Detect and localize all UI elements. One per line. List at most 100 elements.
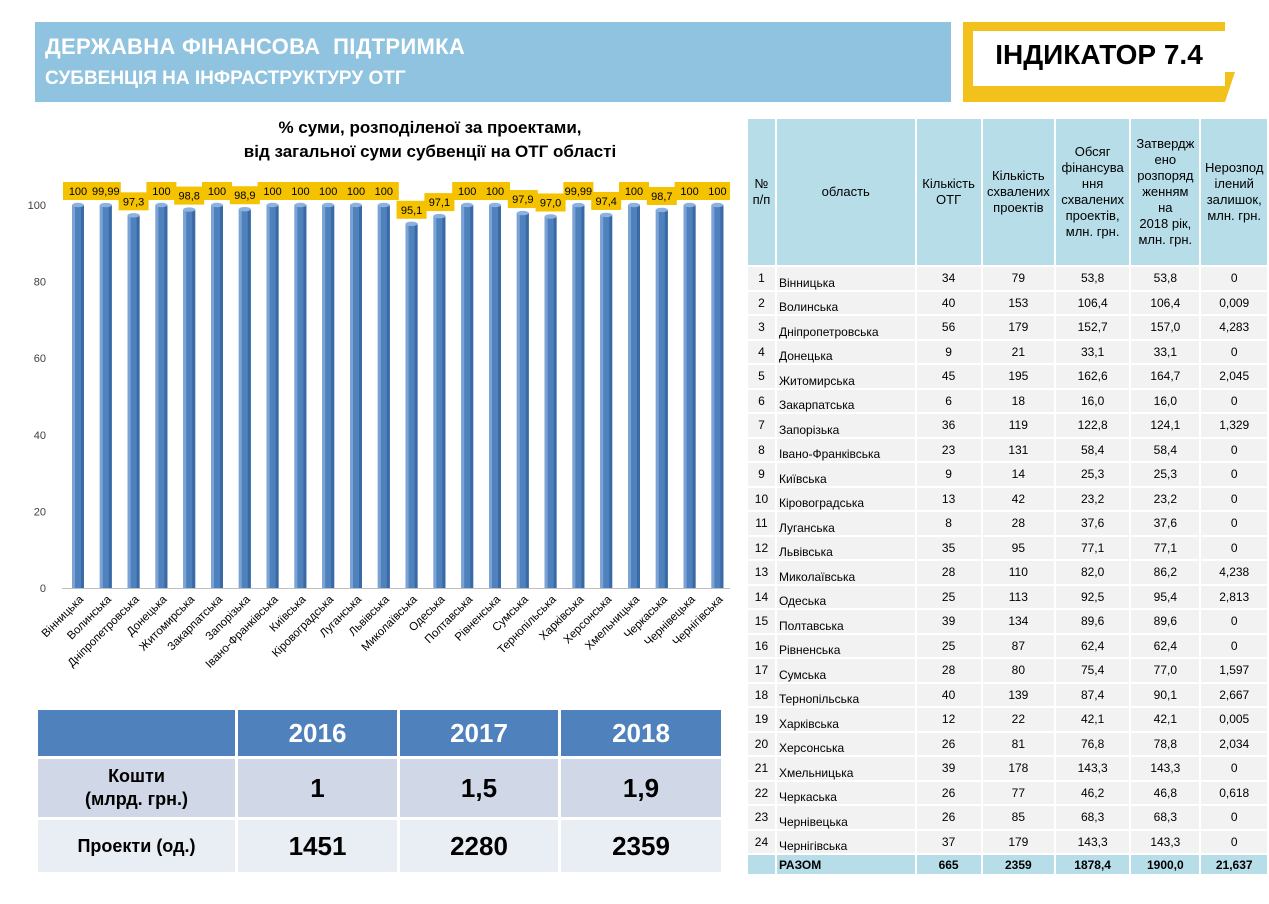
chart-title-line1: % суми, розподіленої за проектами, (278, 118, 582, 137)
indicator-frame: ІНДИКАТОР 7.4 (963, 22, 1225, 102)
cell-oblast: Чернігівська (776, 830, 915, 853)
bar-shade (553, 216, 557, 589)
cell-num: 24 (748, 830, 775, 853)
col-header-approved-line4: женням (1142, 184, 1189, 199)
cell-oblast: Кіровоградська (776, 487, 915, 510)
bar-highlight (211, 205, 214, 588)
cell-oblast: Закарпатська (776, 389, 915, 412)
bar-cap (683, 202, 696, 208)
cell-num: 9 (748, 463, 775, 486)
table-row: 13 Миколаївська 28 110 82,0 86,2 4,238 (748, 561, 1267, 584)
cell-remainder: 0 (1201, 389, 1267, 412)
cell-projects: 195 (982, 365, 1055, 388)
total-projects: 2359 (982, 855, 1055, 874)
table-row: 4 Донецька 9 21 33,1 33,1 0 (748, 340, 1267, 363)
data-label: 97,4 (595, 196, 616, 208)
col-header-num-line2: п/п (752, 192, 771, 207)
cell-remainder: 0,618 (1201, 781, 1267, 804)
bar-chart: 020406080100100Вінницька99,99Волинська97… (28, 182, 730, 671)
bar-cap (628, 202, 640, 208)
col-header-funding-line1: Обсяг (1074, 144, 1111, 159)
cell-oblast: Волинська (776, 291, 915, 314)
col-header-projects-line1: Кількість (992, 168, 1045, 183)
cell-projects: 22 (982, 708, 1055, 731)
cell-projects: 178 (982, 757, 1055, 780)
bar-shade (692, 205, 696, 588)
bar-shade (470, 205, 474, 588)
col-header-otg-line1: Кількість (922, 176, 975, 191)
data-label: 100 (263, 186, 281, 198)
y-tick-label: 0 (40, 583, 46, 595)
indicator-label: ІНДИКАТОР 7.4 (995, 39, 1203, 70)
cell-remainder: 2,034 (1201, 732, 1267, 755)
cell-funding: 37,6 (1056, 512, 1130, 535)
cell-remainder: 0 (1201, 536, 1267, 559)
cell-otg: 9 (916, 340, 981, 363)
cell-funding: 89,6 (1056, 610, 1130, 633)
cell-otg: 39 (916, 757, 981, 780)
col-header-projects-line3: проектів (993, 200, 1044, 215)
cell-otg: 8 (916, 512, 981, 535)
cell-num: 12 (748, 536, 775, 559)
cell-remainder: 0 (1201, 610, 1267, 633)
bar-highlight (350, 205, 353, 588)
data-label: 100 (69, 186, 87, 198)
cell-remainder: 0,005 (1201, 708, 1267, 731)
year-header-2018: 2018 (561, 710, 721, 756)
cell-remainder: 0 (1201, 487, 1267, 510)
cell-oblast: Хмельницька (776, 757, 915, 780)
bar-highlight (683, 205, 687, 588)
table-row: 12 Львівська 35 95 77,1 77,1 0 (748, 536, 1267, 559)
data-label: 98,8 (178, 191, 199, 203)
cell-remainder: 0 (1201, 267, 1267, 290)
table-row: 1 Вінницька 34 79 53,8 53,8 0 (748, 267, 1267, 290)
data-label-box (368, 182, 399, 200)
bar-cap (72, 202, 84, 208)
bar-cap (516, 210, 529, 216)
cell-projects: 42 (982, 487, 1055, 510)
bar-shade (108, 205, 112, 588)
funds-2017: 1,5 (400, 759, 558, 817)
data-label-box (619, 182, 649, 200)
cell-oblast: Львівська (776, 536, 915, 559)
col-header-funding-line6: млн. грн. (1065, 224, 1120, 239)
projects-row-label: Проекти (од.) (38, 820, 235, 872)
cell-funding: 77,1 (1056, 536, 1130, 559)
bar-cap (322, 202, 335, 208)
cell-projects: 85 (982, 806, 1055, 829)
years-header-row: 2016 2017 2018 (38, 710, 721, 756)
cell-otg: 35 (916, 536, 981, 559)
col-header-approved-line2: ено (1154, 152, 1177, 167)
bar-cap (211, 202, 223, 208)
cell-approved: 53,8 (1131, 267, 1200, 290)
col-header-oblast: область (776, 119, 915, 265)
cell-projects: 153 (982, 291, 1055, 314)
cell-remainder: 0,009 (1201, 291, 1267, 314)
years-summary-table: 2016 2017 2018 Кошти (млрд. грн.) 1 1,5 … (35, 707, 724, 875)
cell-otg: 39 (916, 610, 981, 633)
cell-funding: 75,4 (1056, 659, 1130, 682)
col-header-funding-line3: ння (1081, 176, 1104, 191)
data-label-box (535, 193, 566, 212)
cell-oblast: Рівненська (776, 634, 915, 657)
cell-oblast: Чернівецька (776, 806, 915, 829)
cell-approved: 124,1 (1131, 414, 1200, 437)
cell-num: 3 (748, 316, 775, 339)
bar-cap (655, 207, 668, 213)
col-header-remainder: Нерозпод ілений залишок, млн. грн. (1201, 119, 1267, 265)
data-label: 97,3 (123, 196, 144, 208)
total-remainder: 21,637 (1201, 855, 1267, 874)
cell-otg: 26 (916, 781, 981, 804)
cell-oblast: Сумська (776, 659, 915, 682)
page-subtitle: СУБВЕНЦІЯ НА ІНФРАСТРУКТУРУ ОТГ (45, 68, 406, 89)
cell-projects: 18 (982, 389, 1055, 412)
page-title: ДЕРЖАВНА ФІНАНСОВА ПІДТРИМКА (45, 34, 466, 59)
cell-oblast: Харківська (776, 708, 915, 731)
data-label-box (424, 193, 455, 212)
table-row: 15 Полтавська 39 134 89,6 89,6 0 (748, 610, 1267, 633)
funds-label-line2: (млрд. грн.) (84, 789, 189, 809)
y-tick-label: 60 (34, 353, 46, 365)
bar-highlight (461, 205, 465, 588)
bar-cap (600, 212, 613, 218)
cell-otg: 34 (916, 267, 981, 290)
